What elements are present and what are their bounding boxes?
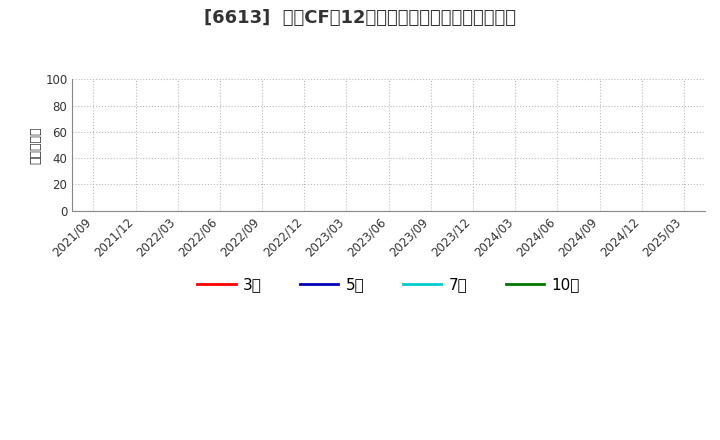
Text: [6613]  営業CFの12か月移動合計の標準偏差の推移: [6613] 営業CFの12か月移動合計の標準偏差の推移	[204, 9, 516, 27]
Y-axis label: （百万円）: （百万円）	[30, 126, 42, 164]
Legend: 3年, 5年, 7年, 10年: 3年, 5年, 7年, 10年	[192, 271, 586, 298]
